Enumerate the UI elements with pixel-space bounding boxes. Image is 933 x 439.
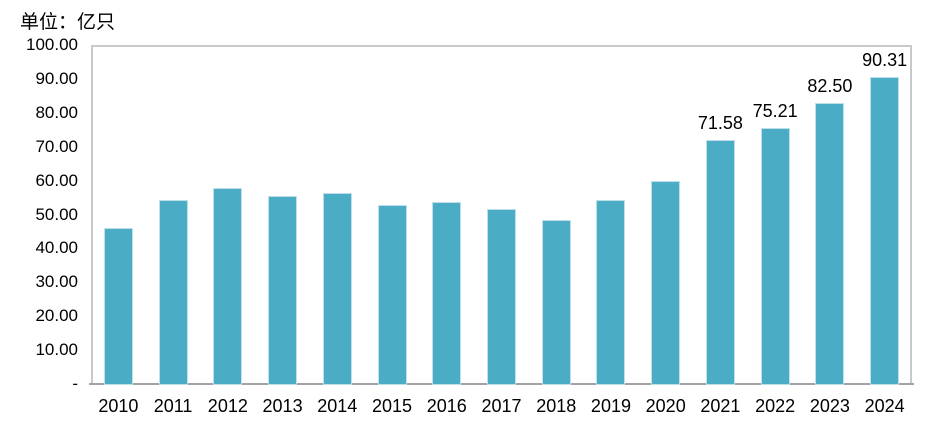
unit-label: 单位：亿只 xyxy=(20,12,116,33)
y-axis-tick-label: 40.00 xyxy=(35,238,78,258)
y-axis-tick-label: 10.00 xyxy=(35,340,78,360)
bar-2016 xyxy=(433,202,461,384)
y-axis-tick-label: - xyxy=(72,374,78,393)
bar-2010 xyxy=(104,229,132,384)
x-axis-tick-label: 2011 xyxy=(153,396,193,416)
bar-2018 xyxy=(542,220,570,384)
x-axis-tick-label: 2016 xyxy=(426,396,467,416)
x-axis-tick-label: 2010 xyxy=(98,396,139,416)
x-axis-tick-label: 2020 xyxy=(645,396,686,416)
bar-2021 xyxy=(706,141,734,384)
y-axis-tick-label: 80.00 xyxy=(35,102,78,122)
bar-2015 xyxy=(378,205,406,384)
y-axis-tick-label: 70.00 xyxy=(35,136,78,156)
x-axis-tick-label: 2014 xyxy=(317,396,358,416)
x-axis-tick-label: 2021 xyxy=(700,396,741,416)
x-axis-tick-label: 2017 xyxy=(481,396,522,416)
y-axis-tick-label: 90.00 xyxy=(35,68,78,88)
bar-2012 xyxy=(214,189,242,384)
bar-value-label: 82.50 xyxy=(807,76,853,97)
y-axis-tick-label: 50.00 xyxy=(35,204,78,224)
bar-value-label: 71.58 xyxy=(697,113,743,134)
x-axis-tick-label: 2023 xyxy=(809,396,850,416)
x-axis-tick-label: 2018 xyxy=(536,396,577,416)
x-axis-tick-label: 2024 xyxy=(864,396,905,416)
bar-2013 xyxy=(269,196,297,384)
x-axis-tick-label: 2012 xyxy=(207,396,248,416)
y-axis-tick-label: 100.00 xyxy=(26,35,78,54)
bar-2022 xyxy=(761,129,789,384)
bar-value-label: 90.31 xyxy=(862,49,908,70)
x-axis-tick-label: 2022 xyxy=(755,396,796,416)
bar-2017 xyxy=(488,210,515,384)
x-axis-tick-label: 2019 xyxy=(590,396,631,416)
y-axis-tick-label: 20.00 xyxy=(35,306,78,326)
x-axis-tick-label: 2015 xyxy=(372,396,413,416)
x-axis-tick-label: 2013 xyxy=(262,396,303,416)
x-axis-baseline xyxy=(89,383,914,385)
y-axis-tick-label: 30.00 xyxy=(35,272,78,292)
bar-value-label: 75.21 xyxy=(752,101,798,122)
bar-2020 xyxy=(652,181,680,384)
bar-2011 xyxy=(159,201,187,384)
bar-2024 xyxy=(871,77,899,384)
bar-2014 xyxy=(323,194,351,384)
bar-2019 xyxy=(597,200,625,384)
bar-2023 xyxy=(816,104,844,384)
y-axis-tick-label: 60.00 xyxy=(35,170,78,190)
